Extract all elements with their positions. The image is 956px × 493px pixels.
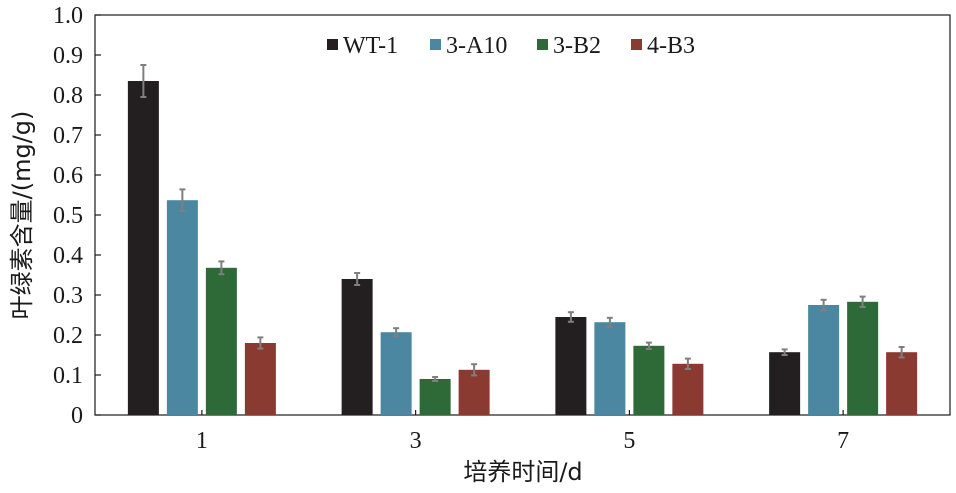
bar <box>633 345 665 415</box>
x-tick-label: 3 <box>410 428 422 454</box>
y-tick-label: 0.3 <box>53 283 83 309</box>
bars <box>127 81 918 415</box>
legend-swatch <box>430 39 441 50</box>
bar <box>244 343 276 415</box>
bar <box>127 81 159 415</box>
bar <box>205 267 237 415</box>
y-axis-title: 叶绿素含量/(mg/g) <box>8 111 36 320</box>
y-tick-label: 0.4 <box>53 243 83 269</box>
legend-label: 3-B2 <box>553 33 601 59</box>
y-tick-label: 0.8 <box>53 83 83 109</box>
bar <box>808 305 840 415</box>
legend-swatch <box>327 39 338 50</box>
x-axis-title: 培养时间/d <box>463 458 582 486</box>
bar <box>672 363 704 415</box>
legend-label: WT-1 <box>343 33 398 59</box>
y-tick-label: 0.7 <box>53 123 83 149</box>
y-tick-label: 0 <box>71 403 83 429</box>
bar <box>166 200 198 415</box>
y-tick-label: 0.2 <box>53 323 83 349</box>
error-bars <box>140 64 905 382</box>
y-tick-label: 1.0 <box>53 3 83 29</box>
x-tick-label: 1 <box>196 428 208 454</box>
y-tick-label: 0.9 <box>53 43 83 69</box>
legend-label: 3-A10 <box>446 33 507 59</box>
bar <box>555 317 587 415</box>
y-tick-label: 0.6 <box>53 163 83 189</box>
x-axis: 1 3 5 7 <box>196 410 849 454</box>
bar <box>886 352 918 415</box>
x-tick-label: 7 <box>837 428 849 454</box>
bar <box>847 301 879 415</box>
legend-swatch <box>537 39 548 50</box>
bar <box>419 379 451 415</box>
y-tick-label: 0.5 <box>53 203 83 229</box>
bar <box>458 369 490 415</box>
legend-swatch <box>631 39 642 50</box>
legend-label: 4-B3 <box>647 33 695 59</box>
x-tick-label: 5 <box>623 428 635 454</box>
bar <box>380 332 412 415</box>
bar <box>769 352 801 415</box>
y-tick-label: 0.1 <box>53 363 83 389</box>
bar <box>341 279 373 415</box>
legend: WT-1 3-A10 3-B2 4-B3 <box>327 33 695 59</box>
y-axis: 0 0.1 0.2 0.3 0.4 0.5 0.6 0.7 0.8 0.9 1.0 <box>53 3 101 429</box>
bar <box>594 322 626 415</box>
